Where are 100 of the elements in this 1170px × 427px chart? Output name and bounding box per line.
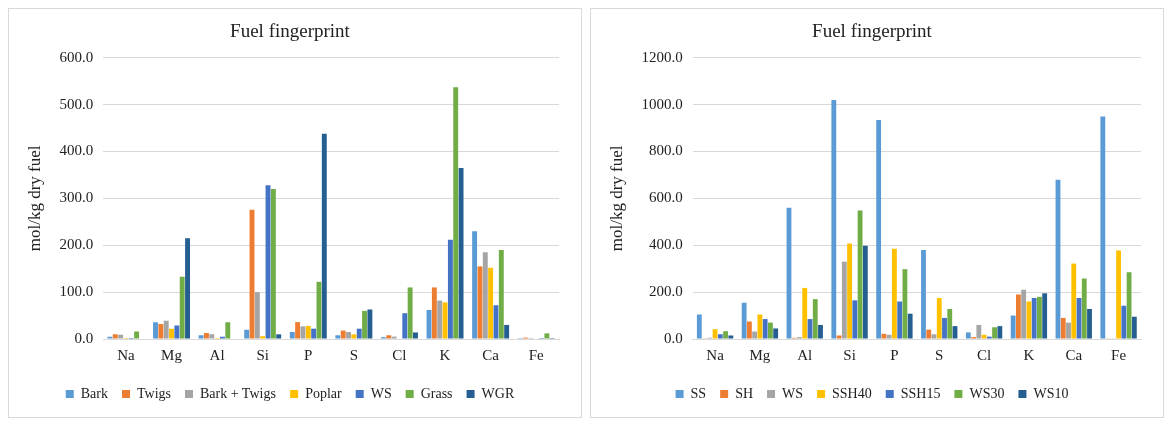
- bar: [504, 324, 510, 339]
- y-tick-label: 800.0: [648, 142, 683, 159]
- bar: [862, 245, 868, 339]
- y-tick-label: 200.0: [648, 283, 683, 300]
- bar: [1010, 315, 1016, 339]
- bar: [1066, 322, 1071, 339]
- bar: [852, 300, 858, 339]
- bar: [362, 310, 367, 339]
- bar: [458, 167, 464, 339]
- bar: [802, 287, 808, 339]
- bar: [386, 335, 392, 339]
- x-tick-label: Cl: [392, 346, 407, 363]
- bar: [498, 249, 504, 339]
- bar: [812, 299, 818, 339]
- bar: [891, 248, 897, 339]
- legend-label: WS30: [969, 385, 1005, 401]
- bar: [209, 334, 215, 339]
- bar: [482, 252, 488, 339]
- y-axis-title: mol/kg dry fuel: [606, 145, 626, 252]
- bar: [1060, 317, 1066, 339]
- bar: [431, 287, 437, 339]
- legend-label: Bark: [80, 385, 108, 401]
- x-tick-label: Mg: [749, 346, 771, 363]
- bar: [1131, 316, 1137, 339]
- y-axis-title: mol/kg dry fuel: [24, 145, 44, 252]
- x-tick-label: S: [349, 346, 359, 363]
- y-tick-label: 1200.0: [641, 48, 683, 65]
- y-tick-label: 1000.0: [641, 95, 683, 112]
- x-tick-label: K: [439, 346, 451, 363]
- bar: [254, 292, 260, 339]
- y-tick-label: 600.0: [648, 189, 683, 206]
- bar: [992, 327, 997, 339]
- bar: [907, 313, 913, 339]
- bar: [1026, 301, 1032, 339]
- bar: [179, 276, 185, 339]
- bar: [134, 331, 140, 339]
- bar: [836, 335, 842, 339]
- bar: [276, 334, 282, 339]
- bar: [1121, 305, 1127, 339]
- bar: [926, 329, 932, 339]
- x-tick-label: Na: [706, 346, 725, 363]
- bar: [437, 300, 443, 339]
- bar: [746, 321, 752, 339]
- bar: [847, 243, 852, 339]
- bar: [244, 329, 250, 339]
- legend-label: Twigs: [136, 385, 172, 401]
- bar: [402, 313, 408, 339]
- bar: [752, 331, 758, 339]
- y-tick-label: 200.0: [59, 236, 94, 253]
- bar: [767, 322, 773, 339]
- x-tick-label: Si: [256, 346, 269, 363]
- bar: [886, 334, 892, 339]
- bar: [1015, 294, 1021, 339]
- bar: [976, 324, 982, 339]
- bar: [340, 330, 346, 339]
- bar: [153, 322, 158, 339]
- legend-label: WGR: [481, 385, 515, 401]
- x-tick-label: Cl: [976, 346, 992, 363]
- bar: [947, 309, 953, 339]
- legend-label: WS10: [1033, 385, 1069, 401]
- bar: [741, 302, 747, 339]
- bar: [876, 119, 882, 339]
- bar: [1071, 263, 1077, 339]
- bar: [203, 332, 209, 339]
- x-tick-label: P: [890, 346, 899, 363]
- x-tick-label: S: [935, 346, 944, 363]
- bar: [881, 333, 887, 339]
- legend-label: Grass: [420, 385, 453, 401]
- chart-title: Fuel fingerprint: [812, 20, 933, 42]
- x-tick-label: Ca: [482, 346, 500, 363]
- bar: [544, 333, 550, 339]
- x-tick-label: Mg: [161, 346, 183, 363]
- bar: [762, 319, 768, 339]
- legend-label: SSH40: [832, 385, 872, 401]
- bar: [965, 332, 971, 339]
- bar: [118, 334, 124, 339]
- legend-label: Poplar: [305, 385, 343, 401]
- bar: [757, 314, 763, 339]
- legend-label: WS: [782, 385, 804, 401]
- x-tick-label: P: [304, 346, 313, 363]
- y-tick-label: 400.0: [59, 142, 94, 159]
- bar: [696, 314, 702, 339]
- bar: [942, 317, 947, 339]
- bar: [356, 328, 362, 339]
- x-tick-label: Si: [843, 346, 856, 363]
- bar: [270, 189, 276, 339]
- bar: [289, 331, 295, 339]
- bar: [453, 87, 459, 339]
- bar: [447, 239, 453, 339]
- bar: [488, 267, 494, 339]
- bar: [198, 335, 204, 339]
- bar: [1081, 278, 1087, 339]
- bar: [477, 266, 483, 339]
- bar: [728, 335, 734, 339]
- x-tick-label: Al: [209, 346, 225, 363]
- bar: [1037, 296, 1042, 339]
- legend-label: Bark + Twigs: [200, 385, 276, 401]
- bar: [260, 336, 266, 339]
- bar: [921, 249, 926, 339]
- legend-label: SSH15: [900, 385, 941, 401]
